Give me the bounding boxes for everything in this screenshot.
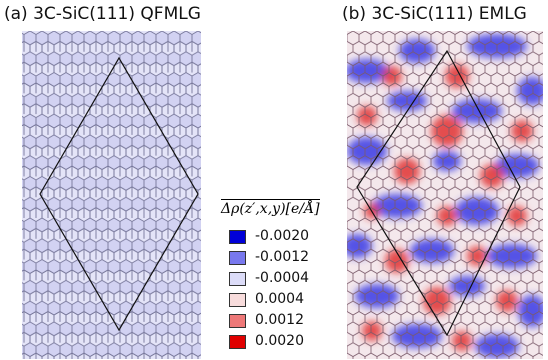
legend-swatch xyxy=(229,314,246,328)
emlg-lattice xyxy=(347,31,543,359)
legend-label: -0.0020 xyxy=(255,228,310,244)
legend-label: 0.0012 xyxy=(255,312,304,328)
legend-label: -0.0012 xyxy=(255,249,310,265)
emlg-charge-density-map xyxy=(347,31,543,359)
legend-label: -0.0004 xyxy=(255,270,310,286)
panel-b-title: (b) 3C-SiC(111) EMLG xyxy=(342,4,527,24)
panel-a-title: (a) 3C-SiC(111) QFMLG xyxy=(4,4,201,24)
legend-label: 0.0004 xyxy=(255,291,304,307)
emlg-unit-cell xyxy=(356,49,521,337)
qfmlg-charge-density-map xyxy=(22,31,201,359)
legend-swatch xyxy=(229,293,246,307)
legend-swatch xyxy=(229,251,246,265)
qfmlg-lattice xyxy=(22,31,201,359)
legend-title: Δρ(z′,x,y)[e/Å] xyxy=(221,199,320,217)
legend-swatch xyxy=(229,335,246,349)
legend-swatch xyxy=(229,272,246,286)
legend-label: 0.0020 xyxy=(255,333,304,349)
qfmlg-unit-cell xyxy=(39,56,199,332)
legend-swatch xyxy=(229,230,246,244)
